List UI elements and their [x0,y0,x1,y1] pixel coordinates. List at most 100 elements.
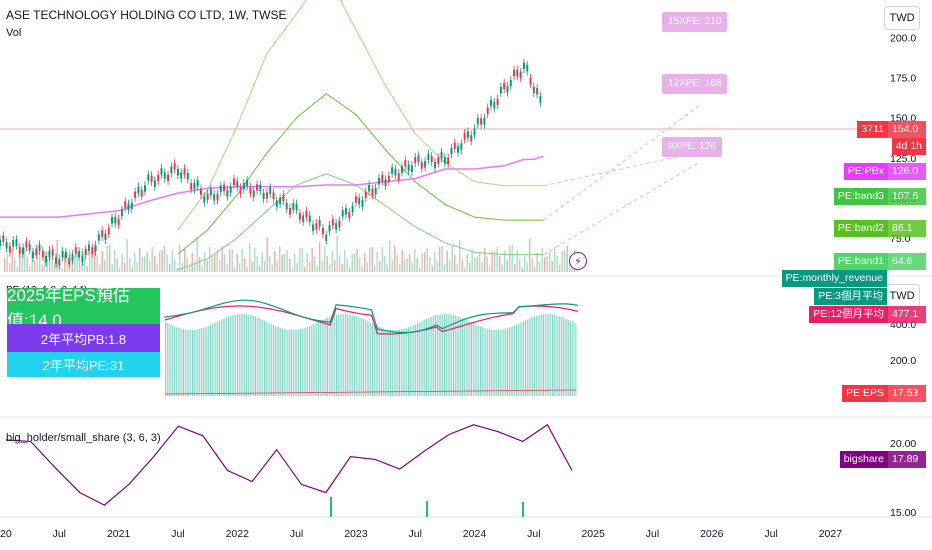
candle-body [256,184,259,191]
candle-body [443,156,446,164]
pe-bar [494,329,496,396]
volume-bar [386,265,388,272]
volume-bar [26,257,28,272]
pe-bar [229,315,231,396]
pe-target-12x: 12XPE: 168 [662,74,728,94]
pe-bar [253,316,255,396]
volume-bar [149,261,151,272]
volume-bar [116,259,118,272]
pe-bar [379,326,381,396]
pe-bar [507,328,508,396]
candle-body [381,175,384,182]
volume-bar [354,253,356,272]
volume-bar [4,258,6,272]
volume-bar [184,249,186,272]
candle-body [2,235,5,242]
pe-eps-label-value: 17.53 [888,385,926,402]
candle-body [440,151,443,159]
candle-body [8,246,11,253]
volume-bar [426,248,428,272]
pe-bar [550,314,552,396]
volume-bar [199,257,201,272]
pe-bar [397,329,399,396]
series-line-PE-PBx [0,155,544,218]
x-tick: 2025 [581,528,605,540]
candle-body [236,181,239,188]
candle-body [519,71,522,79]
bolt-icon[interactable]: ⚡ [569,252,587,270]
volume-bar [271,265,273,272]
volume-bar [521,268,523,272]
candle-body [71,254,74,261]
currency-button-pe[interactable]: TWD [884,284,920,308]
pe-bar [458,316,460,396]
pe-bar [573,322,575,396]
y-tick-bh: 20.00 [890,438,916,450]
volume-bar [224,255,226,272]
pe-bar [469,321,471,396]
countdown-label: 4d 1h [891,138,926,155]
pe-bar [472,323,474,396]
volume-bar [41,265,43,272]
candle-body [232,178,235,186]
pe-bar [186,329,188,396]
candle-body [249,187,252,194]
volume-bar [381,247,383,272]
pe-bar [278,327,280,396]
volume-bar [296,263,298,272]
pe-bar [485,328,487,396]
volume-bar [496,247,498,272]
pe-bar [246,314,247,396]
candle-body [282,194,285,202]
pe-bar [454,315,456,396]
pe-bar [564,318,566,396]
pe-bar [188,329,190,396]
band2-label-name: PE:band2 [833,220,888,237]
candle-body [522,62,525,70]
volume-bar [366,262,368,272]
currency-button-main[interactable]: TWD [884,6,920,30]
candle-body [493,101,496,109]
volume-bar [24,248,26,272]
pe-bar [265,321,267,396]
volume-bar [441,246,443,272]
volume-bar [526,263,528,272]
volume-bar [169,264,171,272]
volume-bar [399,264,401,272]
x-tick: Jul [646,528,659,540]
candle-body [35,248,38,256]
pe-bar [390,329,391,396]
candle-body [315,223,318,230]
volume-bar [74,257,76,272]
pe-bar [255,316,256,396]
pe-bar [256,317,258,396]
candle-body [81,255,84,262]
volume-bar [491,252,493,272]
volume-bar [139,248,141,272]
candle-body [275,200,278,207]
candle-body [180,172,183,179]
pe-bar [298,329,300,396]
pe-bar [267,322,269,396]
last-price-label-name: 3711 [857,121,888,138]
table-avg-pe: 2年平均PE:31 [7,352,160,377]
volume-bar [334,260,336,272]
pe-bar [285,329,287,396]
volume-bar [226,264,228,272]
pe-bar [526,319,528,396]
pe-bar [409,326,411,396]
pe-bar [408,327,409,396]
pe-bar [562,317,564,396]
pe-bar [422,320,424,396]
pe-bar [553,314,555,396]
volume-bar [329,265,331,272]
candle-body [536,88,539,95]
bigshare-label-value: 17.89 [888,451,926,468]
volume-bar [84,257,86,272]
bigshare-bar [330,497,332,517]
volume-bar [454,255,456,272]
pe-bar [201,328,202,396]
volume-bar [124,263,126,272]
candle-body [387,175,390,183]
pe-bar [382,328,384,396]
